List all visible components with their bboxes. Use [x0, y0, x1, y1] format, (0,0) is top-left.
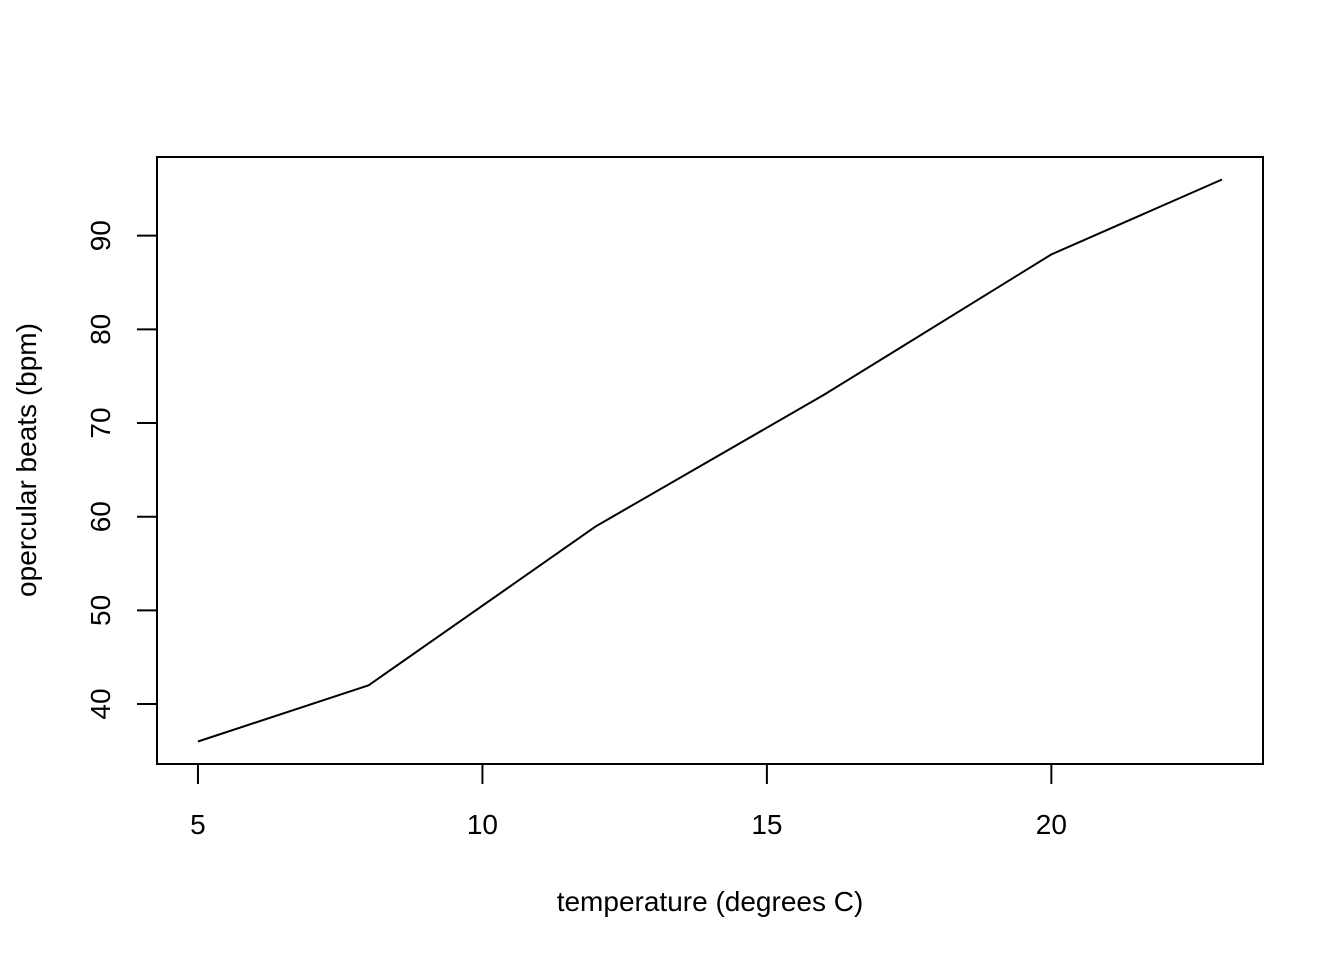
y-tick-label: 60: [85, 501, 116, 532]
y-tick-label: 80: [85, 314, 116, 345]
y-axis-label: opercular beats (bpm): [11, 323, 42, 597]
x-axis-label: temperature (degrees C): [557, 886, 864, 917]
y-tick-label: 40: [85, 688, 116, 719]
series-line: [197, 178, 1223, 743]
y-tick-label: 90: [85, 220, 116, 251]
series-layer: [197, 178, 1223, 743]
y-axis: 40 50 60 70 80 90: [85, 220, 158, 720]
x-tick-label: 5: [190, 809, 206, 840]
x-axis: 5 10 15 20: [190, 763, 1067, 840]
y-tick-label: 70: [85, 407, 116, 438]
y-tick-label: 50: [85, 595, 116, 626]
x-tick-label: 10: [467, 809, 498, 840]
x-tick-label: 15: [751, 809, 782, 840]
x-tick-label: 20: [1036, 809, 1067, 840]
